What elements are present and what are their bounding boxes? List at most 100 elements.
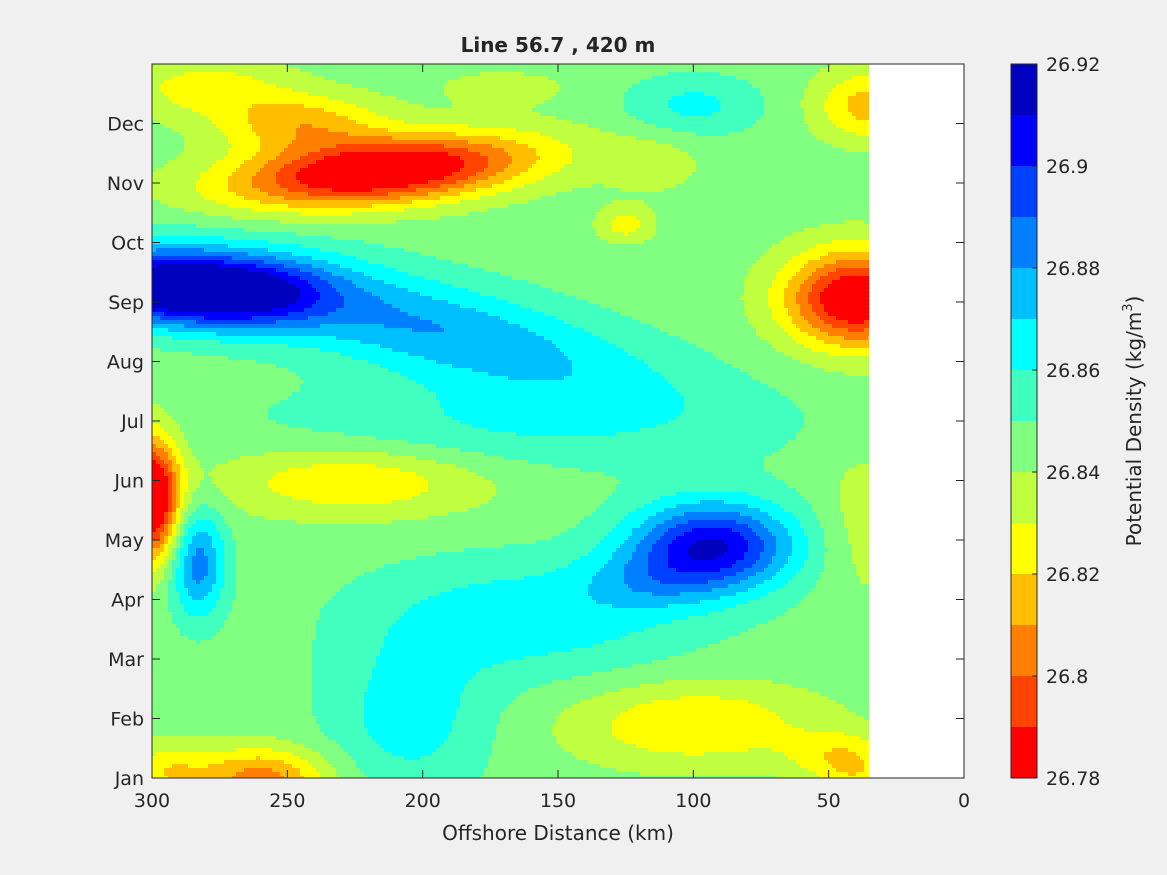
contour-cell [716, 556, 745, 561]
contour-cell [772, 516, 797, 521]
contour-cell [204, 596, 221, 601]
contour-cell [616, 476, 777, 481]
contour-cell [672, 516, 753, 521]
contour-cell [388, 632, 629, 637]
contour-cell [220, 628, 317, 633]
contour-cell [424, 356, 569, 361]
contour-cell [152, 692, 313, 697]
contour-cell [792, 544, 809, 549]
contour-cell [316, 632, 389, 637]
contour-cell [320, 772, 337, 777]
contour-cell [596, 228, 613, 233]
contour-cell [340, 252, 421, 257]
contour-cell [224, 576, 237, 581]
contour-cell [592, 224, 613, 229]
contour-cell [184, 520, 189, 525]
contour-cell [568, 564, 605, 569]
contour-cell [788, 560, 805, 565]
contour-cell [820, 328, 849, 333]
contour-cell [796, 760, 829, 765]
y-tick-label: Oct [111, 233, 144, 255]
contour-cell [668, 104, 721, 109]
contour-cell [152, 488, 169, 493]
contour-cell [788, 332, 809, 337]
contour-cell [384, 748, 437, 753]
contour-cell [456, 132, 541, 137]
contour-cell [864, 764, 870, 769]
contour-cell [824, 544, 853, 549]
contour-cell [152, 448, 165, 453]
contour-cell [280, 400, 441, 405]
contour-cell [152, 512, 165, 517]
contour-cell [844, 512, 870, 517]
contour-cell [736, 604, 797, 609]
contour-cell [828, 760, 865, 765]
contour-cell [152, 348, 161, 353]
contour-cell [832, 324, 870, 329]
contour-cell [540, 196, 870, 201]
contour-cell [768, 300, 785, 305]
contour-cell [864, 768, 870, 773]
contour-cell [444, 328, 529, 333]
contour-cell [180, 632, 217, 637]
contour-cell [476, 180, 505, 185]
contour-cell [792, 684, 870, 689]
contour-cell [304, 104, 357, 109]
contour-cell [172, 452, 181, 457]
contour-cell [788, 532, 805, 537]
contour-cell [468, 680, 553, 685]
contour-cell [804, 316, 821, 321]
contour-cell [616, 132, 697, 137]
contour-cell [320, 292, 341, 297]
contour-cell [500, 716, 557, 721]
contour-cell [416, 456, 505, 461]
contour-cell [368, 688, 465, 693]
contour-cell [332, 284, 357, 289]
contour-cell [192, 560, 209, 565]
contour-cell [152, 404, 161, 409]
contour-cell [324, 156, 461, 161]
contour-cell [412, 328, 445, 333]
contour-cell [476, 308, 533, 313]
contour-cell [416, 380, 669, 385]
contour-cell [812, 132, 857, 137]
contour-cell [152, 696, 313, 701]
contour-cell [152, 332, 217, 337]
contour-cell [496, 296, 577, 301]
contour-cell [436, 552, 589, 557]
contour-cell [256, 756, 261, 761]
contour-cell [320, 724, 365, 729]
contour-cell [804, 112, 829, 117]
contour-cell [160, 564, 169, 569]
contour-cell [396, 220, 593, 225]
contour-cell [432, 320, 509, 325]
contour-cell [680, 412, 805, 417]
contour-cell [796, 272, 813, 277]
x-tick-label: 200 [405, 790, 441, 812]
contour-cell [236, 192, 269, 197]
contour-cell [284, 164, 309, 169]
colorbar-swatch [1011, 472, 1037, 523]
contour-cell [152, 720, 317, 725]
contour-cell [492, 144, 529, 149]
contour-cell [312, 256, 357, 261]
contour-cell [452, 728, 497, 733]
y-tick-label: May [105, 530, 144, 552]
contour-cell [592, 596, 721, 601]
contour-cell [856, 92, 870, 97]
contour-cell [172, 472, 177, 477]
contour-cell [156, 444, 169, 449]
contour-cell [152, 224, 197, 229]
contour-cell [628, 232, 657, 237]
contour-cell [652, 660, 870, 665]
contour-cell [716, 96, 765, 101]
contour-cell [460, 448, 781, 453]
contour-cell [668, 380, 761, 385]
contour-cell [204, 476, 213, 481]
contour-cell [696, 648, 870, 653]
contour-cell [340, 744, 381, 749]
contour-cell [644, 504, 677, 509]
contour-cell [644, 536, 661, 541]
contour-cell [236, 596, 333, 601]
